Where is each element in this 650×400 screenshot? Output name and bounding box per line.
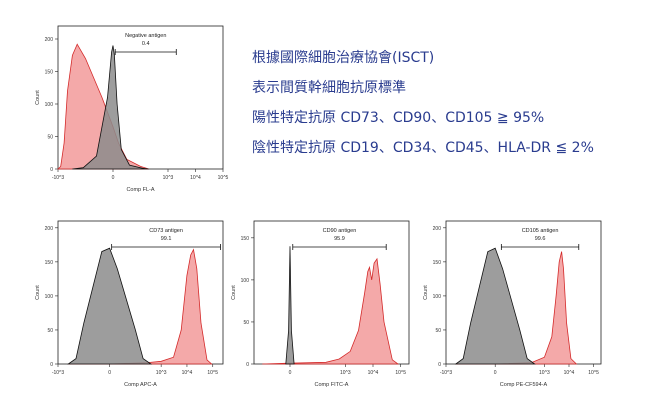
y-tick-label: 50: [243, 320, 249, 326]
y-tick-label: 0: [50, 167, 53, 173]
text-line-negative-antigens: 陰性特定抗原 CD19、CD34、CD45、HLA-DR ≦ 2%: [252, 140, 594, 156]
y-tick-label: 0: [246, 362, 249, 368]
y-tick-label: 50: [435, 328, 441, 334]
x-tick-label: 10^3: [539, 370, 550, 376]
x-tick-label: 10^4: [182, 370, 193, 376]
gate-percentage: 0.4: [142, 41, 150, 47]
x-axis-label: Comp FL-A: [126, 187, 154, 193]
isct-criteria-text: 根據國際細胞治療協會(ISCT) 表示間質幹細胞抗原標準 陽性特定抗原 CD73…: [252, 46, 642, 166]
histogram-negative-antigen: 0 50 100 150 200 -10^3 0 10^3 10^4 10^5 Comp FL-A C…: [30, 20, 235, 205]
text-line-msc-standard: 表示間質幹細胞抗原標準: [252, 80, 406, 96]
y-tick-label: 50: [47, 135, 53, 141]
y-tick-label: 150: [45, 70, 54, 76]
gate-label: CD105 antigen: [522, 228, 559, 234]
sample-histogram: [68, 248, 213, 365]
y-tick-label: 200: [45, 37, 54, 43]
gate-percentage: 99.1: [161, 236, 172, 242]
y-tick-label: 50: [47, 328, 53, 334]
gate-percentage: 99.6: [535, 236, 546, 242]
histogram-cd105: 0 50 100 150 200 -10^3 0 10^3 10^4 10^5 Comp PE-CF…: [418, 215, 613, 400]
x-tick-label: 10^5: [395, 370, 406, 376]
y-axis-label: Count: [35, 285, 41, 300]
x-tick-label: 0: [289, 370, 292, 376]
x-tick-label: -10^3: [440, 370, 453, 376]
x-axis-label: Comp APC-A: [124, 382, 157, 388]
y-tick-label: 150: [241, 236, 250, 242]
histogram-svg: 0 50 100 150 200 -10^3 0 10^3 10^4 10^5 Comp FL-A C…: [35, 25, 229, 193]
y-tick-label: 200: [45, 226, 54, 232]
isotype-control-histogram: [285, 246, 295, 365]
x-tick-label: 0: [494, 370, 497, 376]
isotype-control-histogram: [67, 247, 153, 365]
y-tick-label: 100: [241, 278, 250, 284]
x-tick-label: 10^4: [368, 370, 379, 376]
x-tick-label: 10^3: [163, 175, 174, 181]
x-tick-label: -10^3: [52, 370, 65, 376]
y-tick-label: 100: [45, 294, 54, 300]
histogram-cd90: 0 50 100 150 0 10^3 10^4 10^5 Comp FITC-A Count CD…: [226, 215, 421, 400]
x-tick-label: 10^3: [156, 370, 167, 376]
x-tick-label: 10^5: [207, 370, 218, 376]
gate-label: Negative antigen: [125, 33, 166, 39]
text-line-isct-title: 根據國際細胞治療協會(ISCT): [252, 50, 435, 66]
x-tick-label: 10^3: [340, 370, 351, 376]
histogram-svg: 0 50 100 150 200 -10^3 0 10^3 10^4 10^5 Comp PE-CF…: [423, 220, 602, 388]
x-tick-label: 0: [112, 175, 115, 181]
gate-label: CD90 antigen: [323, 228, 357, 234]
y-tick-label: 150: [433, 260, 442, 266]
y-axis-label: Count: [231, 285, 237, 300]
y-tick-label: 0: [50, 362, 53, 368]
isotype-control-histogram: [72, 45, 149, 170]
sample-histogram: [57, 43, 149, 170]
x-tick-label: 10^5: [588, 370, 599, 376]
y-tick-label: 200: [433, 226, 442, 232]
y-axis-label: Count: [35, 90, 41, 105]
isotype-control-histogram: [454, 247, 536, 365]
x-tick-label: 10^4: [190, 175, 201, 181]
histogram-svg: 0 50 100 150 200 -10^3 0 10^3 10^4 10^5 Comp APC-A…: [35, 220, 224, 388]
histogram-svg: 0 50 100 150 0 10^3 10^4 10^5 Comp FITC-A Count CD…: [231, 220, 410, 388]
x-axis-label: Comp PE-CF594-A: [500, 382, 548, 388]
y-tick-label: 100: [45, 102, 54, 108]
x-tick-label: -10^3: [52, 175, 65, 181]
x-tick-label: 0: [108, 370, 111, 376]
text-line-positive-antigens: 陽性特定抗原 CD73、CD90、CD105 ≧ 95%: [252, 110, 545, 126]
y-tick-label: 0: [438, 362, 441, 368]
x-tick-label: 10^5: [218, 175, 229, 181]
y-axis-label: Count: [423, 285, 429, 300]
x-axis-label: Comp FITC-A: [315, 382, 349, 388]
x-tick-label: 10^4: [564, 370, 575, 376]
gate-percentage: 95.9: [334, 236, 345, 242]
y-tick-label: 100: [433, 294, 442, 300]
gate-label: CD73 antigen: [149, 228, 183, 234]
sample-histogram: [262, 257, 400, 365]
y-tick-label: 150: [45, 260, 54, 266]
histogram-cd73: 0 50 100 150 200 -10^3 0 10^3 10^4 10^5 Comp APC-A…: [30, 215, 235, 400]
